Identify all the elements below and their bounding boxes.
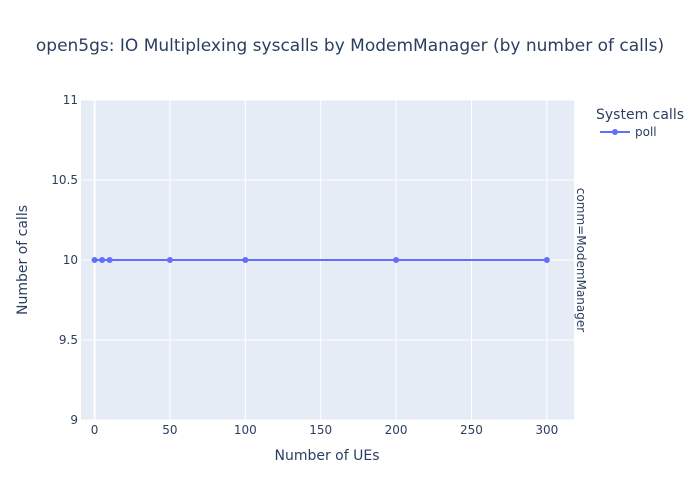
tick-labels: 0 50 100 150 200 250 300 9 9.5 10 10.5 11 bbox=[51, 93, 558, 437]
y-tick-label: 10 bbox=[63, 253, 78, 267]
x-tick-label: 200 bbox=[385, 423, 408, 437]
legend-item-label: poll bbox=[635, 125, 657, 139]
data-point-poll[interactable] bbox=[99, 257, 106, 263]
series-layer bbox=[91, 257, 550, 263]
data-point-poll[interactable] bbox=[106, 257, 113, 263]
legend: System calls poll bbox=[596, 107, 684, 139]
x-axis-label: Number of UEs bbox=[274, 448, 379, 464]
data-point-poll[interactable] bbox=[543, 257, 550, 263]
x-tick-label: 300 bbox=[535, 423, 558, 437]
y-tick-label: 11 bbox=[63, 93, 78, 107]
data-point-poll[interactable] bbox=[91, 257, 98, 263]
legend-item-poll[interactable]: poll bbox=[600, 125, 657, 139]
chart-title: open5gs: IO Multiplexing syscalls by Mod… bbox=[36, 36, 664, 56]
x-tick-label: 50 bbox=[162, 423, 177, 437]
y-tick-label: 9 bbox=[70, 413, 78, 427]
facet-label: comm=ModemManager bbox=[574, 188, 588, 332]
y-tick-label: 9.5 bbox=[59, 333, 78, 347]
x-tick-label: 250 bbox=[460, 423, 483, 437]
y-axis-label: Number of calls bbox=[15, 205, 31, 315]
data-point-poll[interactable] bbox=[242, 257, 249, 263]
y-tick-label: 10.5 bbox=[51, 173, 78, 187]
x-tick-label: 100 bbox=[234, 423, 257, 437]
x-tick-label: 0 bbox=[91, 423, 99, 437]
legend-title: System calls bbox=[596, 107, 684, 123]
data-point-poll[interactable] bbox=[166, 257, 173, 263]
legend-swatch-marker bbox=[612, 129, 618, 135]
x-tick-label: 150 bbox=[309, 423, 332, 437]
data-point-poll[interactable] bbox=[393, 257, 400, 263]
